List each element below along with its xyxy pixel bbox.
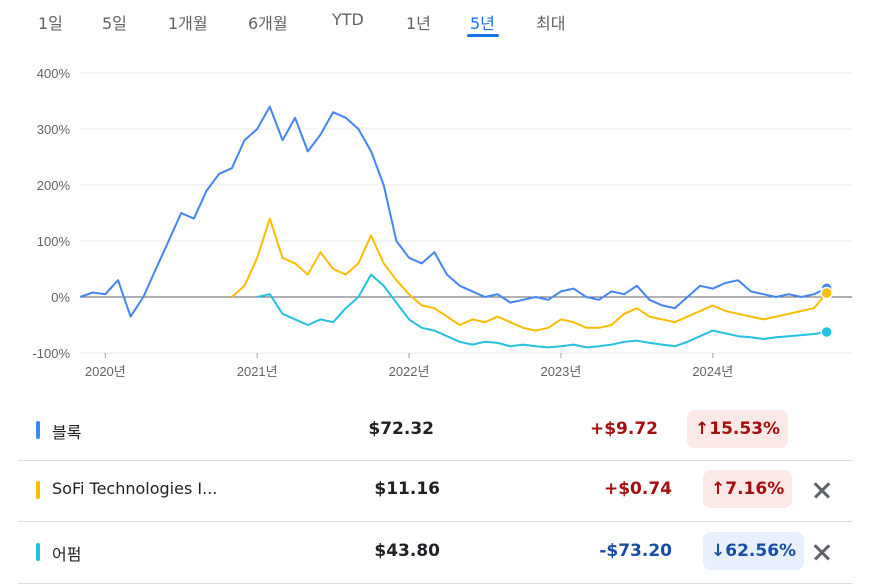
comparison-chart: 400% 300% 200% 100% 0% -100% 2020년 2021년 2022년 20… [32,66,852,379]
tab-1d[interactable]: 1일 [38,14,63,33]
y-tick-label: 400% [37,66,71,81]
security-name: 어펌 [52,545,82,564]
close-icon[interactable] [809,477,835,503]
y-tick-label: 300% [37,122,71,137]
percent-change-value: 15.53% [709,419,781,439]
price-change: +$0.74 [603,479,672,499]
series-color-swatch [36,543,40,561]
tab-max[interactable]: 최대 [536,14,566,33]
security-name: 블록 [52,423,82,442]
arrow-up-icon: ↑ [711,479,726,499]
security-price: $43.80 [374,541,440,561]
security-price: $11.16 [374,479,440,499]
x-tick-label: 2022년 [389,364,430,379]
series-color-swatch [36,481,40,499]
x-tick-label: 2020년 [85,364,126,379]
y-tick-label: -100% [32,346,70,361]
tab-ytd[interactable]: YTD [332,10,364,29]
x-tick-label: 2021년 [237,364,278,379]
row-divider [18,460,852,461]
row-divider [18,521,852,522]
tab-1y[interactable]: 1년 [406,14,431,33]
close-icon[interactable] [809,539,835,565]
series-line-1 [231,217,828,332]
percent-change-badge: ↑ 15.53% [687,410,789,448]
series-end-point-2 [820,325,833,339]
tab-6m[interactable]: 6개월 [248,14,288,33]
y-tick-label: 200% [37,178,71,193]
percent-change-value: 62.56% [725,541,797,561]
arrow-up-icon: ↑ [695,419,710,439]
y-tick-label: 0% [51,290,70,305]
range-tabs: 1일 5일 1개월 6개월 YTD 1년 5년 최대 [0,0,874,44]
comparison-row[interactable]: SoFi Technologies I... $11.16 +$0.74 ↑ 7.16% [18,460,852,520]
percent-change-value: 7.16% [725,479,785,499]
x-tick-label: 2023년 [540,364,581,379]
series-color-swatch [36,421,40,439]
y-tick-label: 100% [37,234,71,249]
tab-5d[interactable]: 5일 [102,14,127,33]
comparison-row[interactable]: 어펌 $43.80 -$73.20 ↓ 62.56% [18,522,852,582]
price-change: +$9.72 [589,419,658,439]
security-price: $72.32 [368,419,434,439]
arrow-down-icon: ↓ [711,541,726,561]
comparison-row[interactable]: 블록 $72.32 +$9.72 ↑ 15.53% [18,400,852,460]
percent-change-badge: ↓ 62.56% [703,532,805,570]
series-end-point-1 [820,286,833,300]
series-line-0 [79,105,828,318]
price-change: -$73.20 [599,541,672,561]
security-name: SoFi Technologies I... [52,479,218,498]
active-tab-indicator [467,34,499,37]
tab-5y[interactable]: 5년 [470,14,495,33]
x-tick-label: 2024년 [692,364,733,379]
tab-1m[interactable]: 1개월 [168,14,208,33]
series-line-2 [256,273,827,349]
percent-change-badge: ↑ 7.16% [703,470,793,508]
